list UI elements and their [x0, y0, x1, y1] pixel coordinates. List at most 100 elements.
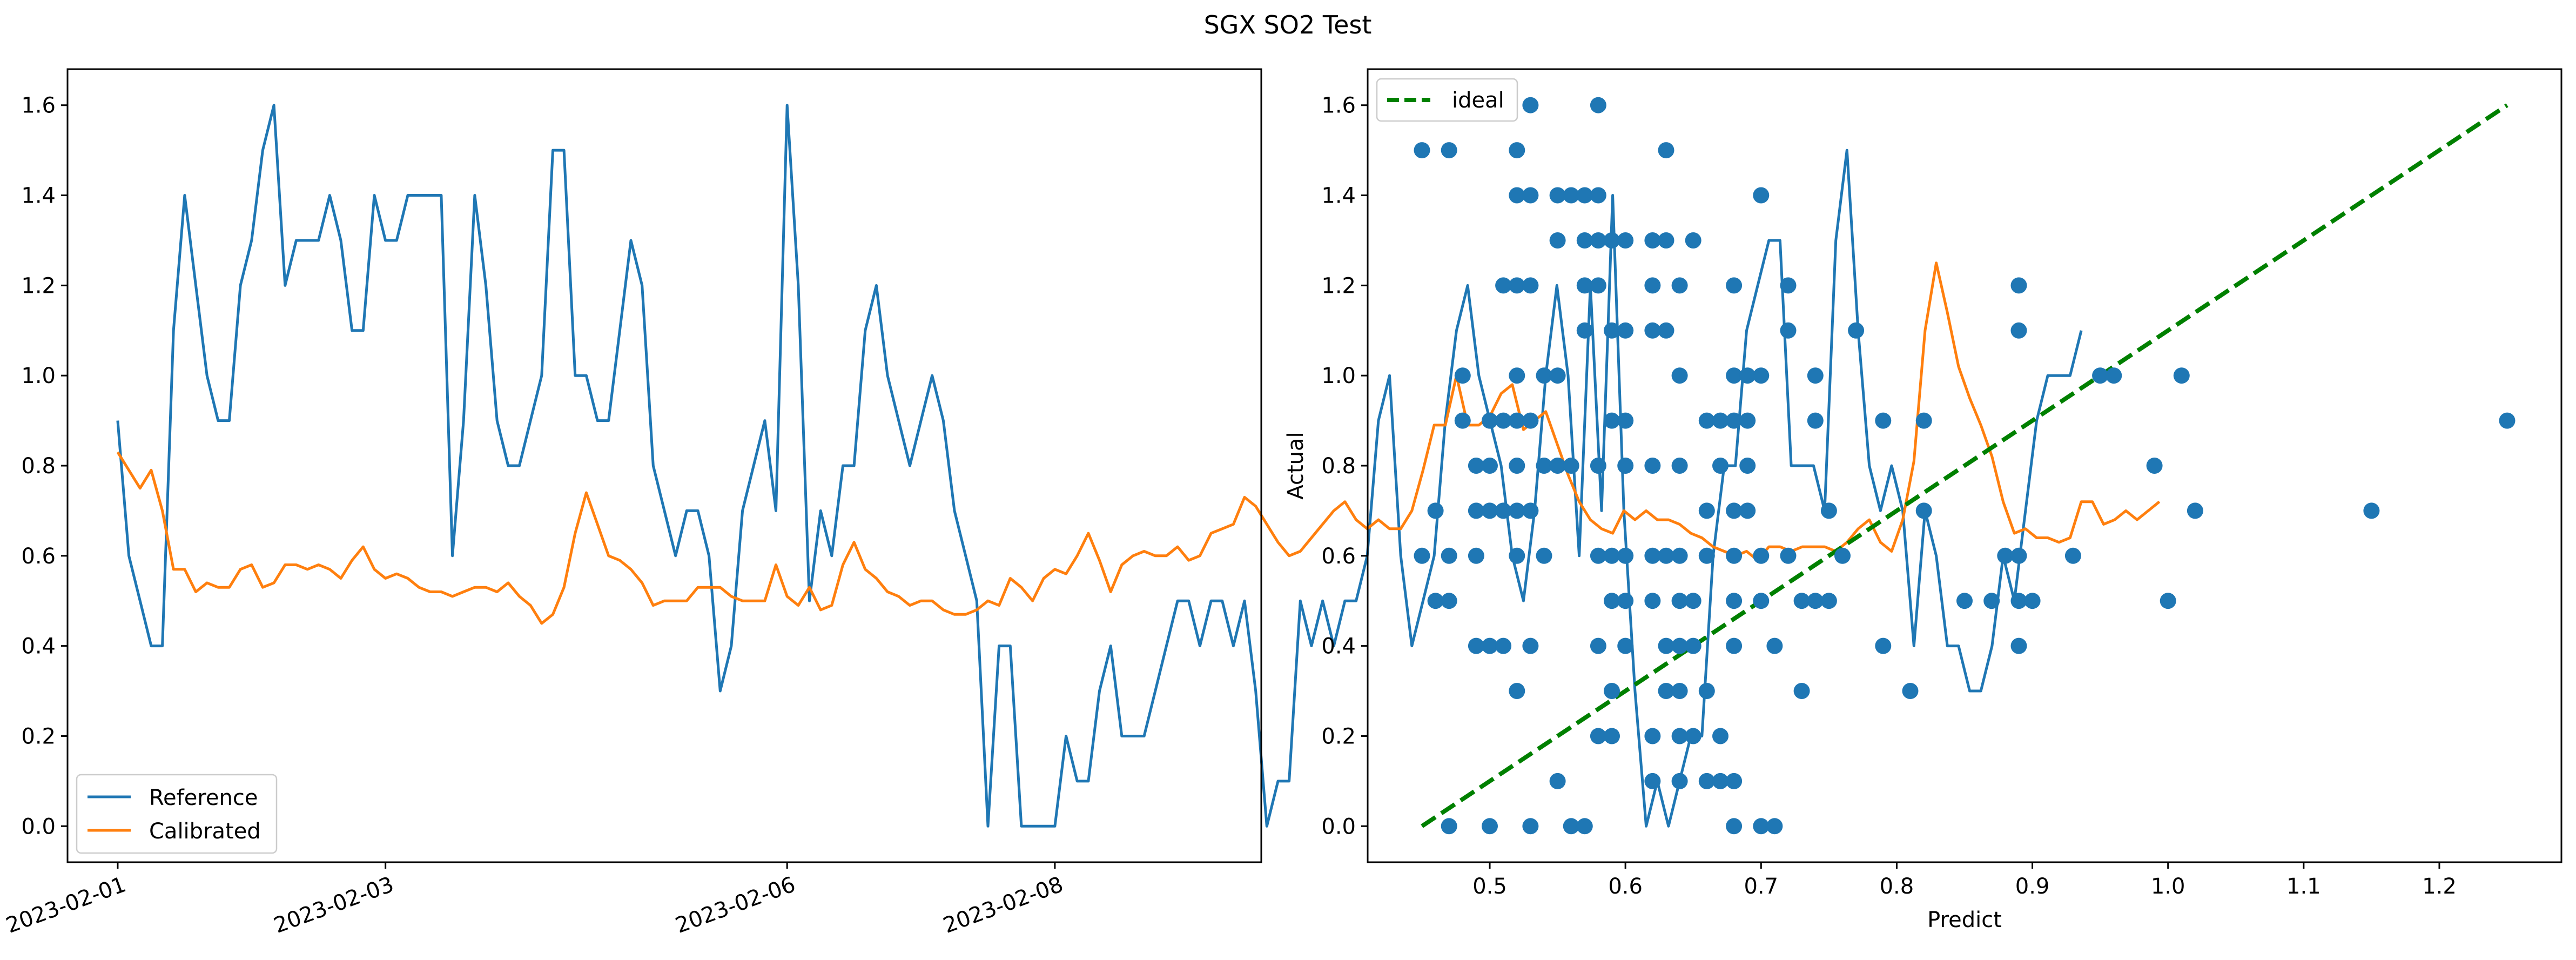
scatter-point: [1739, 458, 1756, 474]
y-tick-label: 0.0: [21, 814, 56, 839]
scatter-points: [1414, 97, 2516, 835]
scatter-point: [1685, 637, 1701, 654]
scatter-point: [1753, 547, 1770, 564]
scatter-point: [1495, 412, 1512, 429]
scatter-point: [1644, 458, 1661, 474]
scatter-point: [1753, 818, 1770, 835]
scatter-point: [1563, 818, 1579, 835]
scatter-point: [1509, 367, 1525, 384]
scatter-point: [1576, 818, 1593, 835]
scatter-point: [1604, 683, 1620, 699]
scatter-point: [1848, 322, 1865, 339]
scatter-point: [1427, 593, 1444, 609]
scatter-point: [1753, 187, 1770, 204]
scatter-point: [2146, 458, 2163, 474]
legend-label-ideal: ideal: [1452, 88, 1504, 113]
scatter-point: [1522, 277, 1539, 294]
scatter-point: [1793, 593, 1810, 609]
scatter-point: [1590, 728, 1606, 744]
scatter-point: [1780, 277, 1797, 294]
legend-box: [1376, 78, 1518, 122]
x-tick-label: 0.7: [1744, 874, 1778, 899]
y-tick-label: 1.2: [21, 273, 56, 298]
scatter-point: [1617, 637, 1634, 654]
scatter-point: [1726, 547, 1743, 564]
scatter-point: [1915, 412, 1932, 429]
y-axis-label-actual: Actual: [1283, 432, 1308, 499]
scatter-point: [1671, 458, 1688, 474]
x-tick-label: 1.2: [2422, 874, 2457, 899]
scatter-point: [1671, 728, 1688, 744]
scatter-point: [1482, 502, 1498, 519]
scatter-point: [1671, 593, 1688, 609]
scatter-point: [1495, 502, 1512, 519]
scatter-point: [1915, 502, 1932, 519]
x-tick-label: 0.5: [1472, 874, 1507, 899]
scatter-point: [1793, 683, 1810, 699]
scatter-point: [1522, 502, 1539, 519]
scatter-point: [1712, 412, 1728, 429]
series-line-reference: [116, 104, 2083, 828]
scatter-point: [1807, 367, 1824, 384]
scatter-point: [1644, 322, 1661, 339]
scatter-point: [1590, 637, 1606, 654]
scatter-point: [1726, 818, 1743, 835]
scatter-point: [1834, 547, 1851, 564]
scatter-point: [1468, 502, 1484, 519]
y-tick-label: 0.8: [1321, 454, 1356, 479]
scatter-point: [1617, 322, 1634, 339]
y-tick-label: 1.0: [21, 364, 56, 388]
scatter-point: [1441, 142, 1457, 159]
scatter-point: [1698, 547, 1715, 564]
scatter-ticks: 0.0 0.2 0.4 0.6 0.8 1.0 1.2 1.4 1.6 0.5 0.6 0.7 0.8 0…: [1321, 93, 2456, 899]
x-tick-label: 1.1: [2286, 874, 2321, 899]
x-tick-label: 0.9: [2015, 874, 2050, 899]
scatter-point: [2363, 502, 2380, 519]
scatter-point: [1482, 637, 1498, 654]
scatter-point: [1698, 773, 1715, 789]
scatter-point: [1509, 547, 1525, 564]
y-tick-label: 0.6: [1321, 544, 1356, 569]
time-series-frame: [66, 68, 1262, 863]
scatter-point: [1644, 728, 1661, 744]
scatter-point: [1644, 277, 1661, 294]
scatter-point: [1576, 277, 1593, 294]
y-tick-label: 0.2: [1321, 724, 1356, 749]
scatter-point: [1604, 232, 1620, 249]
x-tick-label: 1.0: [2151, 874, 2185, 899]
scatter-point: [1468, 637, 1484, 654]
scatter-point: [1685, 593, 1701, 609]
legend-box: [76, 774, 278, 854]
time-series-legend: Reference Calibrated: [76, 774, 278, 854]
scatter-point: [1414, 142, 1430, 159]
scatter-point: [1726, 502, 1743, 519]
scatter-point: [1495, 277, 1512, 294]
scatter-point: [1441, 547, 1457, 564]
scatter-point: [1522, 187, 1539, 204]
scatter-point: [1875, 412, 1892, 429]
legend-label-reference: Reference: [149, 786, 258, 810]
scatter-point: [1604, 547, 1620, 564]
y-tick-label: 1.0: [1321, 364, 1356, 388]
scatter-point: [2024, 593, 2041, 609]
scatter-point: [1712, 773, 1728, 789]
scatter-point: [1820, 502, 1837, 519]
y-tick-label: 1.2: [1321, 273, 1356, 298]
scatter-point: [1482, 412, 1498, 429]
scatter-point: [1590, 97, 1606, 113]
scatter-point: [2499, 412, 2516, 429]
y-tick-label: 0.6: [21, 544, 56, 569]
scatter-point: [1658, 142, 1674, 159]
scatter-point: [1644, 593, 1661, 609]
scatter-legend: ideal: [1376, 78, 1518, 122]
scatter-point: [1671, 683, 1688, 699]
scatter-point: [1617, 593, 1634, 609]
scatter-point: [1617, 412, 1634, 429]
scatter-point: [1726, 367, 1743, 384]
scatter-point: [1522, 412, 1539, 429]
scatter-point: [1604, 322, 1620, 339]
scatter-point: [1766, 637, 1783, 654]
scatter-point: [2187, 502, 2203, 519]
scatter-point: [1726, 773, 1743, 789]
